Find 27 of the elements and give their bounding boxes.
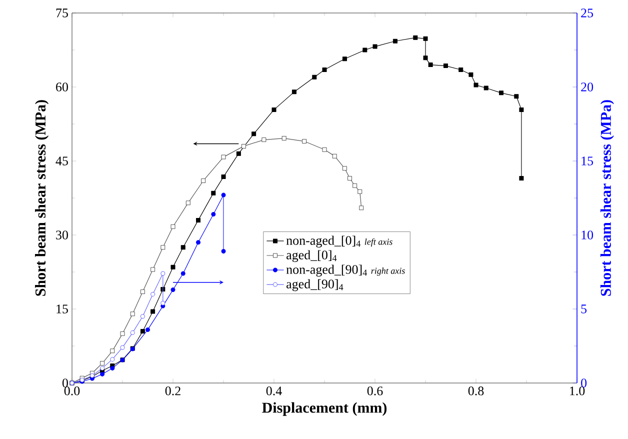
annotation: left axis xyxy=(364,238,392,247)
y2-tick-label: 15 xyxy=(582,156,594,166)
y-tick-label: 30 xyxy=(56,230,68,240)
y-tick-label: 15 xyxy=(56,304,68,314)
y2-tick-label: 10 xyxy=(582,230,594,240)
y-axis-title: Short beam shear stress (MPa) xyxy=(35,100,49,296)
x-tick-label: 1.0 xyxy=(570,386,585,396)
y-tick-label: 0 xyxy=(62,378,68,388)
legend-label: aged_[0]$_{4}$ xyxy=(286,250,337,262)
y2-tick-label: 0 xyxy=(581,378,587,388)
y2-tick-label: 5 xyxy=(581,304,587,314)
y-tick-label: 75 xyxy=(56,8,68,18)
y2-tick-label: 20 xyxy=(581,82,594,92)
x-tick-label: 0.6 xyxy=(367,386,383,396)
y-tick-label: 60 xyxy=(56,82,68,92)
annotation: right axis xyxy=(371,268,405,276)
x-tick-label: 0.8 xyxy=(468,386,484,396)
legend-label: aged_[90]$_{4}$ xyxy=(286,279,344,292)
x-tick-label: 0.0 xyxy=(64,386,80,396)
y2-axis-title: Short beam shear stress (MPa) xyxy=(600,100,614,296)
x-tick-label: 0.4 xyxy=(266,386,282,396)
y2-tick-label: 25 xyxy=(581,8,594,18)
x-tick-label: 0.2 xyxy=(165,386,180,396)
x-axis-title: Displacement (mm) xyxy=(262,402,387,416)
y-tick-label: 45 xyxy=(56,156,68,166)
legend-label: non-aged_[90]$_{4}$ xyxy=(286,264,368,277)
legend-label: non-aged_[0]$_{4}$ xyxy=(286,236,361,248)
